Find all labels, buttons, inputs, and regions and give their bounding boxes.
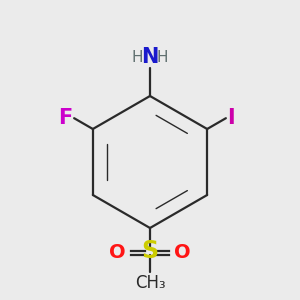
Text: I: I: [227, 108, 235, 127]
Text: S: S: [141, 238, 159, 262]
Text: CH₃: CH₃: [135, 274, 165, 292]
Text: H: H: [132, 50, 143, 65]
Text: N: N: [141, 47, 159, 67]
Text: H: H: [157, 50, 168, 65]
Text: F: F: [58, 108, 73, 127]
Text: O: O: [110, 243, 126, 262]
Text: O: O: [174, 243, 190, 262]
